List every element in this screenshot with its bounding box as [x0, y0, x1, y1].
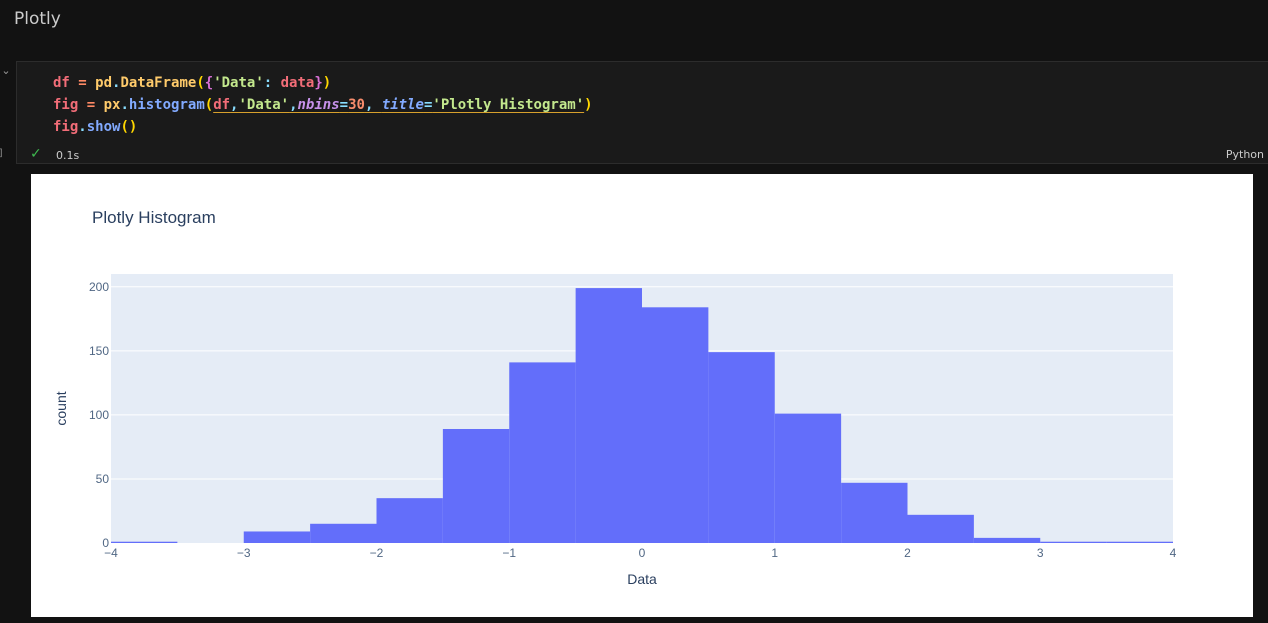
chevron-down-icon[interactable]: ⌄ [1, 64, 11, 77]
code-token: px [103, 97, 121, 113]
x-tick-label: −4 [104, 546, 118, 560]
code-token: , [230, 97, 239, 113]
code-token: 30 [348, 97, 365, 113]
histogram-bar[interactable] [642, 307, 709, 543]
check-icon: ✓ [30, 146, 42, 162]
histogram-bar[interactable] [1106, 541, 1173, 543]
histogram-bar[interactable] [973, 537, 1041, 543]
cell-output: Plotly Histogram −4 −3 −2 −1 0 1 2 3 4 0 50 100 150… [31, 174, 1253, 617]
x-tick-labels: −4 −3 −2 −1 0 1 2 3 4 [104, 546, 1177, 560]
histogram-bar[interactable] [310, 523, 377, 543]
histogram-bar[interactable] [111, 541, 178, 543]
code-token: histogram [128, 97, 205, 113]
markdown-heading: Plotly [14, 9, 61, 29]
code-token: = [339, 97, 349, 113]
code-token: } [314, 75, 323, 91]
histogram-bar[interactable] [243, 531, 311, 543]
code-token: 'Data' [238, 97, 290, 113]
code-token: ) [584, 97, 593, 113]
code-token: fig [53, 119, 79, 135]
code-token: data [280, 75, 315, 91]
y-tick-label: 200 [89, 280, 109, 294]
histogram-bar[interactable] [575, 288, 642, 543]
code-token: . [112, 75, 121, 91]
y-tick-labels: 0 50 100 150 200 [89, 280, 109, 550]
code-token: = [69, 75, 96, 91]
code-token: , [364, 97, 382, 113]
code-line-1[interactable]: df = pd.DataFrame({'Data': data}) [53, 72, 331, 94]
histogram-bar[interactable] [907, 514, 974, 543]
x-tick-label: −3 [237, 546, 251, 560]
bars [111, 288, 1173, 543]
lint-warning-underline[interactable]: df,'Data',nbins=30, title='Plotly Histog… [213, 97, 584, 113]
code-line-2[interactable]: fig = px.histogram(df,'Data',nbins=30, t… [53, 94, 593, 116]
histogram-bar[interactable] [509, 362, 576, 543]
histogram-bar[interactable] [774, 413, 842, 543]
code-token: 'Plotly Histogram' [432, 97, 585, 113]
code-token: = [78, 97, 104, 113]
code-token: ( [204, 97, 214, 113]
code-token: . [78, 119, 87, 135]
x-tick-label: 0 [639, 546, 646, 560]
histogram-bar[interactable] [442, 428, 510, 543]
x-tick-label: 2 [904, 546, 911, 560]
code-token: , [289, 97, 298, 113]
code-token: fig [53, 97, 79, 113]
kernel-language-label[interactable]: Python [1225, 148, 1264, 161]
histogram-chart[interactable]: Plotly Histogram −4 −3 −2 −1 0 1 2 3 4 0 50 100 150… [31, 174, 1253, 617]
code-token: show [86, 119, 121, 135]
code-token: { [204, 75, 214, 91]
code-token: () [120, 119, 138, 135]
code-token: ( [196, 75, 205, 91]
code-token: . [120, 97, 129, 113]
y-axis-title: count [53, 391, 69, 425]
x-tick-label: −2 [370, 546, 384, 560]
code-token: nbins [297, 97, 340, 113]
code-token: pd [95, 75, 113, 91]
x-tick-label: 1 [771, 546, 778, 560]
y-tick-label: 100 [89, 408, 109, 422]
x-tick-label: 4 [1170, 546, 1177, 560]
code-token: df [213, 97, 231, 113]
code-token: DataFrame [120, 75, 197, 91]
code-token: = [423, 97, 433, 113]
code-line-3[interactable]: fig.show() [53, 116, 137, 138]
code-token: : [263, 75, 281, 91]
histogram-bar[interactable] [841, 482, 908, 543]
x-tick-label: 3 [1037, 546, 1044, 560]
code-token: title [381, 97, 424, 113]
histogram-bar[interactable] [376, 498, 443, 543]
code-cell[interactable]: df = pd.DataFrame({'Data': data}) fig = … [16, 61, 1268, 164]
y-tick-label: 50 [96, 472, 110, 486]
code-token: df [53, 75, 70, 91]
execution-count: ] [0, 148, 4, 159]
x-axis-title: Data [627, 571, 657, 587]
code-token: ) [322, 75, 332, 91]
histogram-bar[interactable] [1040, 541, 1107, 543]
y-tick-label: 0 [102, 536, 109, 550]
histogram-bar[interactable] [708, 352, 775, 543]
code-token: 'Data' [213, 75, 264, 91]
y-tick-label: 150 [89, 344, 109, 358]
execution-time: 0.1s [56, 149, 80, 162]
x-tick-label: −1 [502, 546, 516, 560]
chart-title: Plotly Histogram [92, 208, 216, 227]
